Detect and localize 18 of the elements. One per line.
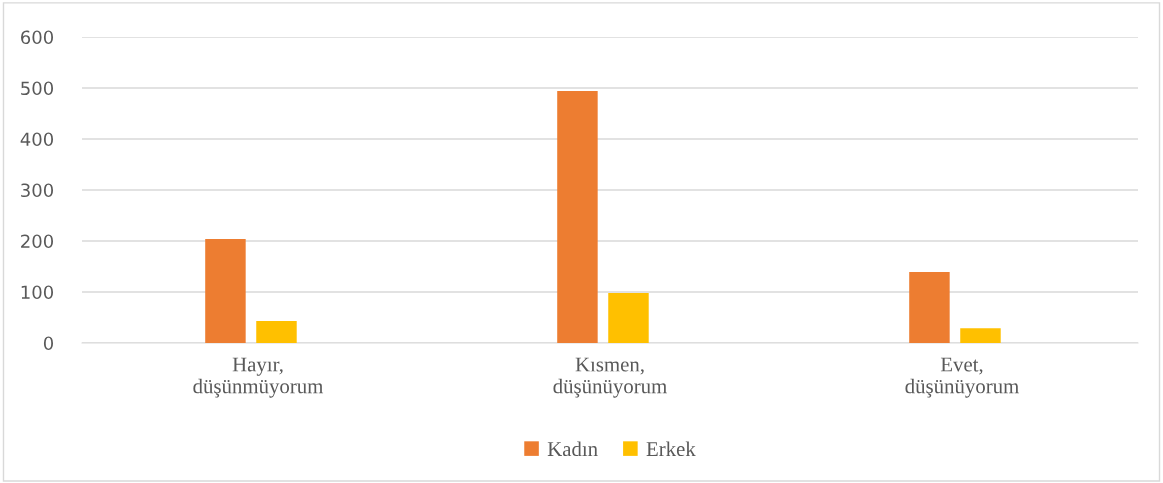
bar [909, 272, 950, 343]
y-tick-label: 400 [20, 132, 54, 147]
bar [557, 91, 598, 343]
x-tick-label: Hayır, düşünmüyorum [193, 357, 324, 398]
bar [608, 293, 649, 343]
legend-label: Kadın [547, 441, 598, 457]
x-tick-label: Evet, düşünüyorum [905, 357, 1019, 398]
x-tick-label: Kısmen, düşünüyorum [553, 357, 667, 398]
y-tick-label: 0 [43, 336, 54, 351]
y-tick-label: 200 [21, 234, 54, 249]
y-tick-label: 500 [21, 81, 54, 96]
y-tick-label: 300 [21, 183, 54, 198]
legend-label: Erkek [646, 441, 696, 457]
y-tick-label: 600 [21, 30, 54, 45]
y-tick-label: 100 [21, 285, 54, 300]
bar [960, 328, 1001, 343]
bar [205, 238, 246, 343]
bar [256, 321, 297, 343]
